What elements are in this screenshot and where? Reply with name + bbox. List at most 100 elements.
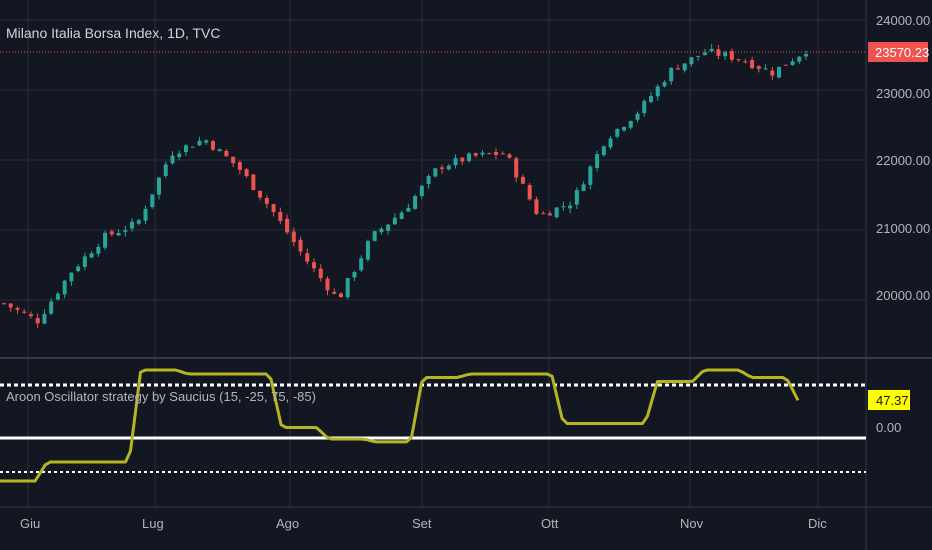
candle[interactable] xyxy=(130,218,135,232)
candle[interactable] xyxy=(365,239,370,262)
candle[interactable] xyxy=(783,64,788,66)
candle[interactable] xyxy=(170,151,175,165)
candle[interactable] xyxy=(467,151,472,163)
candle[interactable] xyxy=(136,218,141,226)
candle[interactable] xyxy=(743,58,748,64)
candle[interactable] xyxy=(392,213,397,225)
candle[interactable] xyxy=(150,194,155,209)
candlestick-series[interactable] xyxy=(2,44,808,329)
candle[interactable] xyxy=(345,277,350,300)
candle[interactable] xyxy=(642,99,647,117)
candle[interactable] xyxy=(527,182,532,201)
candle[interactable] xyxy=(554,207,559,219)
candle[interactable] xyxy=(116,229,121,237)
candle[interactable] xyxy=(305,248,310,265)
candle[interactable] xyxy=(177,150,182,161)
candle[interactable] xyxy=(413,194,418,210)
candle[interactable] xyxy=(702,48,707,56)
candle[interactable] xyxy=(615,128,620,139)
candle[interactable] xyxy=(197,136,202,147)
candle[interactable] xyxy=(480,150,485,158)
candle[interactable] xyxy=(325,276,330,296)
candle[interactable] xyxy=(298,236,303,256)
candle[interactable] xyxy=(318,264,323,282)
candle[interactable] xyxy=(28,311,33,319)
candle[interactable] xyxy=(514,156,519,183)
candle[interactable] xyxy=(143,205,148,225)
candle[interactable] xyxy=(285,214,290,235)
candle[interactable] xyxy=(595,150,600,172)
candle[interactable] xyxy=(224,149,229,157)
candle[interactable] xyxy=(22,309,27,314)
candle[interactable] xyxy=(264,195,269,209)
candle[interactable] xyxy=(622,126,627,132)
candle[interactable] xyxy=(689,56,694,67)
candle[interactable] xyxy=(729,48,734,63)
candle[interactable] xyxy=(210,139,215,152)
candle[interactable] xyxy=(460,157,465,165)
candle[interactable] xyxy=(804,50,808,60)
candle[interactable] xyxy=(581,181,586,192)
candle[interactable] xyxy=(682,63,687,73)
candle[interactable] xyxy=(379,226,384,235)
candle[interactable] xyxy=(588,165,593,190)
candle[interactable] xyxy=(123,225,128,237)
candle[interactable] xyxy=(352,270,357,282)
candle[interactable] xyxy=(372,230,377,242)
candle[interactable] xyxy=(675,64,680,70)
candle[interactable] xyxy=(635,111,640,123)
candle[interactable] xyxy=(271,203,276,217)
candle[interactable] xyxy=(82,252,87,271)
candle[interactable] xyxy=(419,184,424,200)
candle[interactable] xyxy=(15,306,20,314)
candle[interactable] xyxy=(217,148,222,152)
candle[interactable] xyxy=(399,210,404,220)
candle[interactable] xyxy=(109,229,114,237)
candle[interactable] xyxy=(433,167,438,178)
candle[interactable] xyxy=(777,66,782,79)
candle[interactable] xyxy=(709,44,714,53)
candle[interactable] xyxy=(237,160,242,175)
candle[interactable] xyxy=(568,201,573,214)
candle[interactable] xyxy=(790,58,795,66)
candle[interactable] xyxy=(426,174,431,189)
candle[interactable] xyxy=(338,292,343,298)
candle[interactable] xyxy=(49,298,54,316)
candle[interactable] xyxy=(8,303,13,312)
candle[interactable] xyxy=(770,66,775,80)
candle[interactable] xyxy=(723,50,728,61)
candle[interactable] xyxy=(103,230,108,251)
candle[interactable] xyxy=(716,44,721,60)
candle[interactable] xyxy=(204,139,209,146)
candle[interactable] xyxy=(541,210,546,215)
candle[interactable] xyxy=(662,80,667,88)
candle[interactable] xyxy=(574,187,579,210)
candle[interactable] xyxy=(42,309,47,325)
candle[interactable] xyxy=(55,291,60,301)
candle[interactable] xyxy=(446,164,451,171)
candle[interactable] xyxy=(406,203,411,212)
candle[interactable] xyxy=(332,288,337,295)
candle[interactable] xyxy=(190,146,195,148)
candle[interactable] xyxy=(359,255,364,273)
candle[interactable] xyxy=(96,243,101,257)
candle[interactable] xyxy=(2,302,6,305)
oscillator-line[interactable] xyxy=(0,368,800,483)
candle[interactable] xyxy=(386,224,391,235)
candle[interactable] xyxy=(157,177,162,200)
candle[interactable] xyxy=(493,148,498,160)
candle[interactable] xyxy=(648,92,653,104)
candle[interactable] xyxy=(736,58,741,62)
candle[interactable] xyxy=(669,67,674,85)
candle[interactable] xyxy=(312,258,317,273)
candle[interactable] xyxy=(244,167,249,178)
candle[interactable] xyxy=(76,264,81,273)
candle[interactable] xyxy=(258,190,263,201)
candle[interactable] xyxy=(763,64,768,70)
candle[interactable] xyxy=(62,279,67,299)
candle[interactable] xyxy=(797,56,802,64)
candle[interactable] xyxy=(278,207,283,225)
candle[interactable] xyxy=(655,84,660,101)
candle[interactable] xyxy=(440,164,445,174)
